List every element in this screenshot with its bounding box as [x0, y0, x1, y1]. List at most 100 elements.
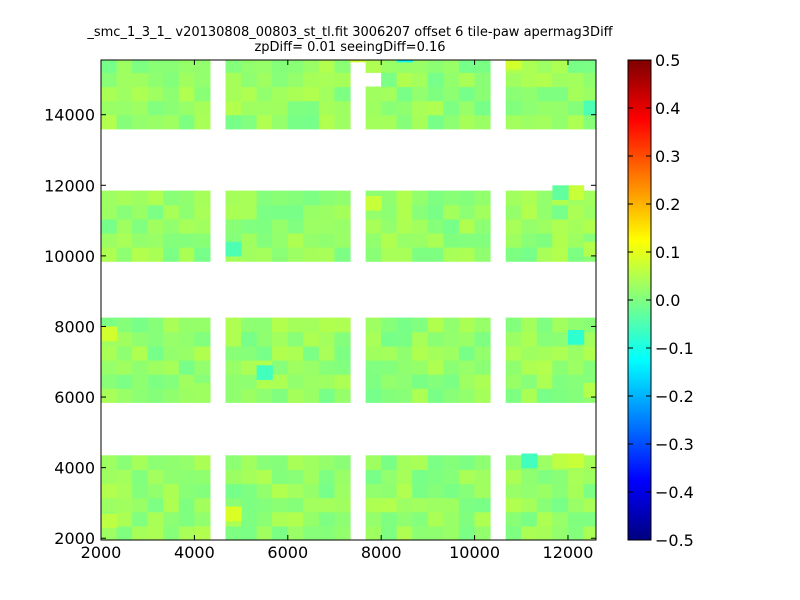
- heatmap-cell: [474, 331, 491, 347]
- heatmap-cell: [568, 453, 585, 469]
- heatmap-cell: [334, 511, 351, 527]
- heatmap-cell: [132, 114, 149, 130]
- heatmap-cell: [412, 218, 429, 234]
- heatmap-cell: [458, 483, 476, 499]
- heatmap-cell: [334, 72, 351, 88]
- heatmap-cell: [427, 247, 444, 262]
- heatmap-cell: [505, 60, 522, 70]
- heatmap-cell: [381, 247, 398, 262]
- heatmap-cell: [552, 114, 569, 130]
- heatmap-cell: [583, 204, 596, 220]
- heatmap-cell: [365, 195, 382, 211]
- heatmap-cell: [334, 86, 351, 102]
- heatmap-cell: [381, 374, 398, 389]
- heatmap-cell: [256, 483, 273, 499]
- heatmap-cell: [303, 100, 320, 116]
- heatmap-cell: [241, 86, 258, 102]
- heatmap-cell: [178, 483, 195, 499]
- heatmap-cell: [272, 374, 289, 389]
- heatmap-cell: [256, 114, 273, 130]
- heatmap-cell: [412, 388, 429, 403]
- heatmap-cell: [443, 218, 460, 234]
- heatmap-cell: [334, 483, 351, 499]
- heatmap-cell: [116, 232, 133, 248]
- heatmap-cell: [241, 331, 258, 347]
- heatmap-cell: [458, 455, 476, 470]
- heatmap-cell: [272, 497, 289, 513]
- heatmap-cell: [256, 388, 273, 403]
- heatmap-cell: [567, 525, 585, 540]
- heatmap-cell: [396, 232, 413, 248]
- heatmap-cell: [318, 114, 335, 130]
- heatmap-cell: [272, 114, 289, 130]
- heatmap-cell: [583, 114, 596, 130]
- heatmap-cell: [536, 100, 553, 116]
- heatmap-cell: [365, 218, 382, 234]
- heatmap-cell: [318, 483, 335, 499]
- heatmap-cell: [443, 360, 460, 375]
- heatmap-cell: [443, 247, 460, 262]
- heatmap-cell: [381, 469, 398, 485]
- heatmap-cell: [225, 100, 242, 116]
- heatmap-cell: [443, 497, 460, 513]
- heatmap-cell: [225, 317, 242, 333]
- heatmap-cell: [303, 86, 320, 102]
- heatmap-cell: [272, 72, 289, 88]
- heatmap-cell: [412, 455, 429, 470]
- heatmap-cell: [318, 469, 335, 485]
- heatmap-cell: [583, 241, 596, 257]
- heatmap-cell: [536, 317, 553, 333]
- heatmap-cell: [427, 469, 444, 485]
- heatmap-cell: [194, 455, 211, 470]
- heatmap-cell: [256, 497, 273, 513]
- heatmap-cell: [272, 455, 289, 470]
- heatmap-cell: [303, 525, 320, 540]
- heatmap-cell: [458, 204, 476, 220]
- heatmap-cell: [303, 511, 320, 527]
- heatmap-cell: [583, 345, 596, 361]
- heatmap-cell: [458, 100, 476, 116]
- heatmap-cell: [521, 114, 538, 130]
- heatmap-cell: [147, 525, 164, 540]
- heatmap-cell: [396, 455, 413, 470]
- heatmap-cell: [412, 331, 429, 347]
- heatmap-cell: [303, 374, 320, 389]
- heatmap-cell: [443, 525, 460, 540]
- heatmap-cell: [132, 100, 149, 116]
- heatmap-cells: [101, 60, 596, 540]
- heatmap-cell: [334, 360, 351, 375]
- heatmap-cell: [583, 497, 596, 513]
- heatmap-cell: [427, 190, 444, 206]
- heatmap-cell: [505, 114, 522, 130]
- heatmap-cell: [427, 483, 444, 499]
- heatmap-cell: [583, 525, 596, 540]
- heatmap-cell: [474, 60, 491, 73]
- heatmap-cell: [132, 511, 149, 527]
- heatmap-cell: [287, 455, 304, 470]
- heatmap-cell: [474, 190, 491, 206]
- heatmap-cell: [303, 317, 320, 333]
- heatmap-cell: [272, 86, 289, 102]
- heatmap-cell: [521, 218, 538, 234]
- heatmap-cell: [132, 345, 149, 361]
- heatmap-cell: [132, 60, 149, 73]
- heatmap-cell: [583, 60, 596, 73]
- heatmap-cell: [552, 497, 569, 513]
- heatmap-cell: [552, 453, 569, 469]
- heatmap-cell: [536, 331, 553, 347]
- heatmap-cell: [334, 114, 351, 130]
- heatmap-cell: [521, 190, 538, 206]
- heatmap-cell: [412, 469, 429, 485]
- heatmap-cell: [132, 204, 149, 220]
- heatmap-cell: [567, 317, 585, 333]
- heatmap-cell: [241, 60, 258, 73]
- heatmap-cell: [567, 511, 585, 527]
- heatmap-cell: [521, 331, 538, 347]
- heatmap-cell: [101, 497, 118, 513]
- colorbar-tick-label: 0.5: [655, 51, 680, 70]
- heatmap-cell: [474, 232, 491, 248]
- colorbar-tick-label: 0.3: [655, 147, 680, 166]
- heatmap-cell: [194, 114, 211, 130]
- heatmap-cell: [505, 72, 522, 88]
- heatmap-cell: [536, 511, 553, 527]
